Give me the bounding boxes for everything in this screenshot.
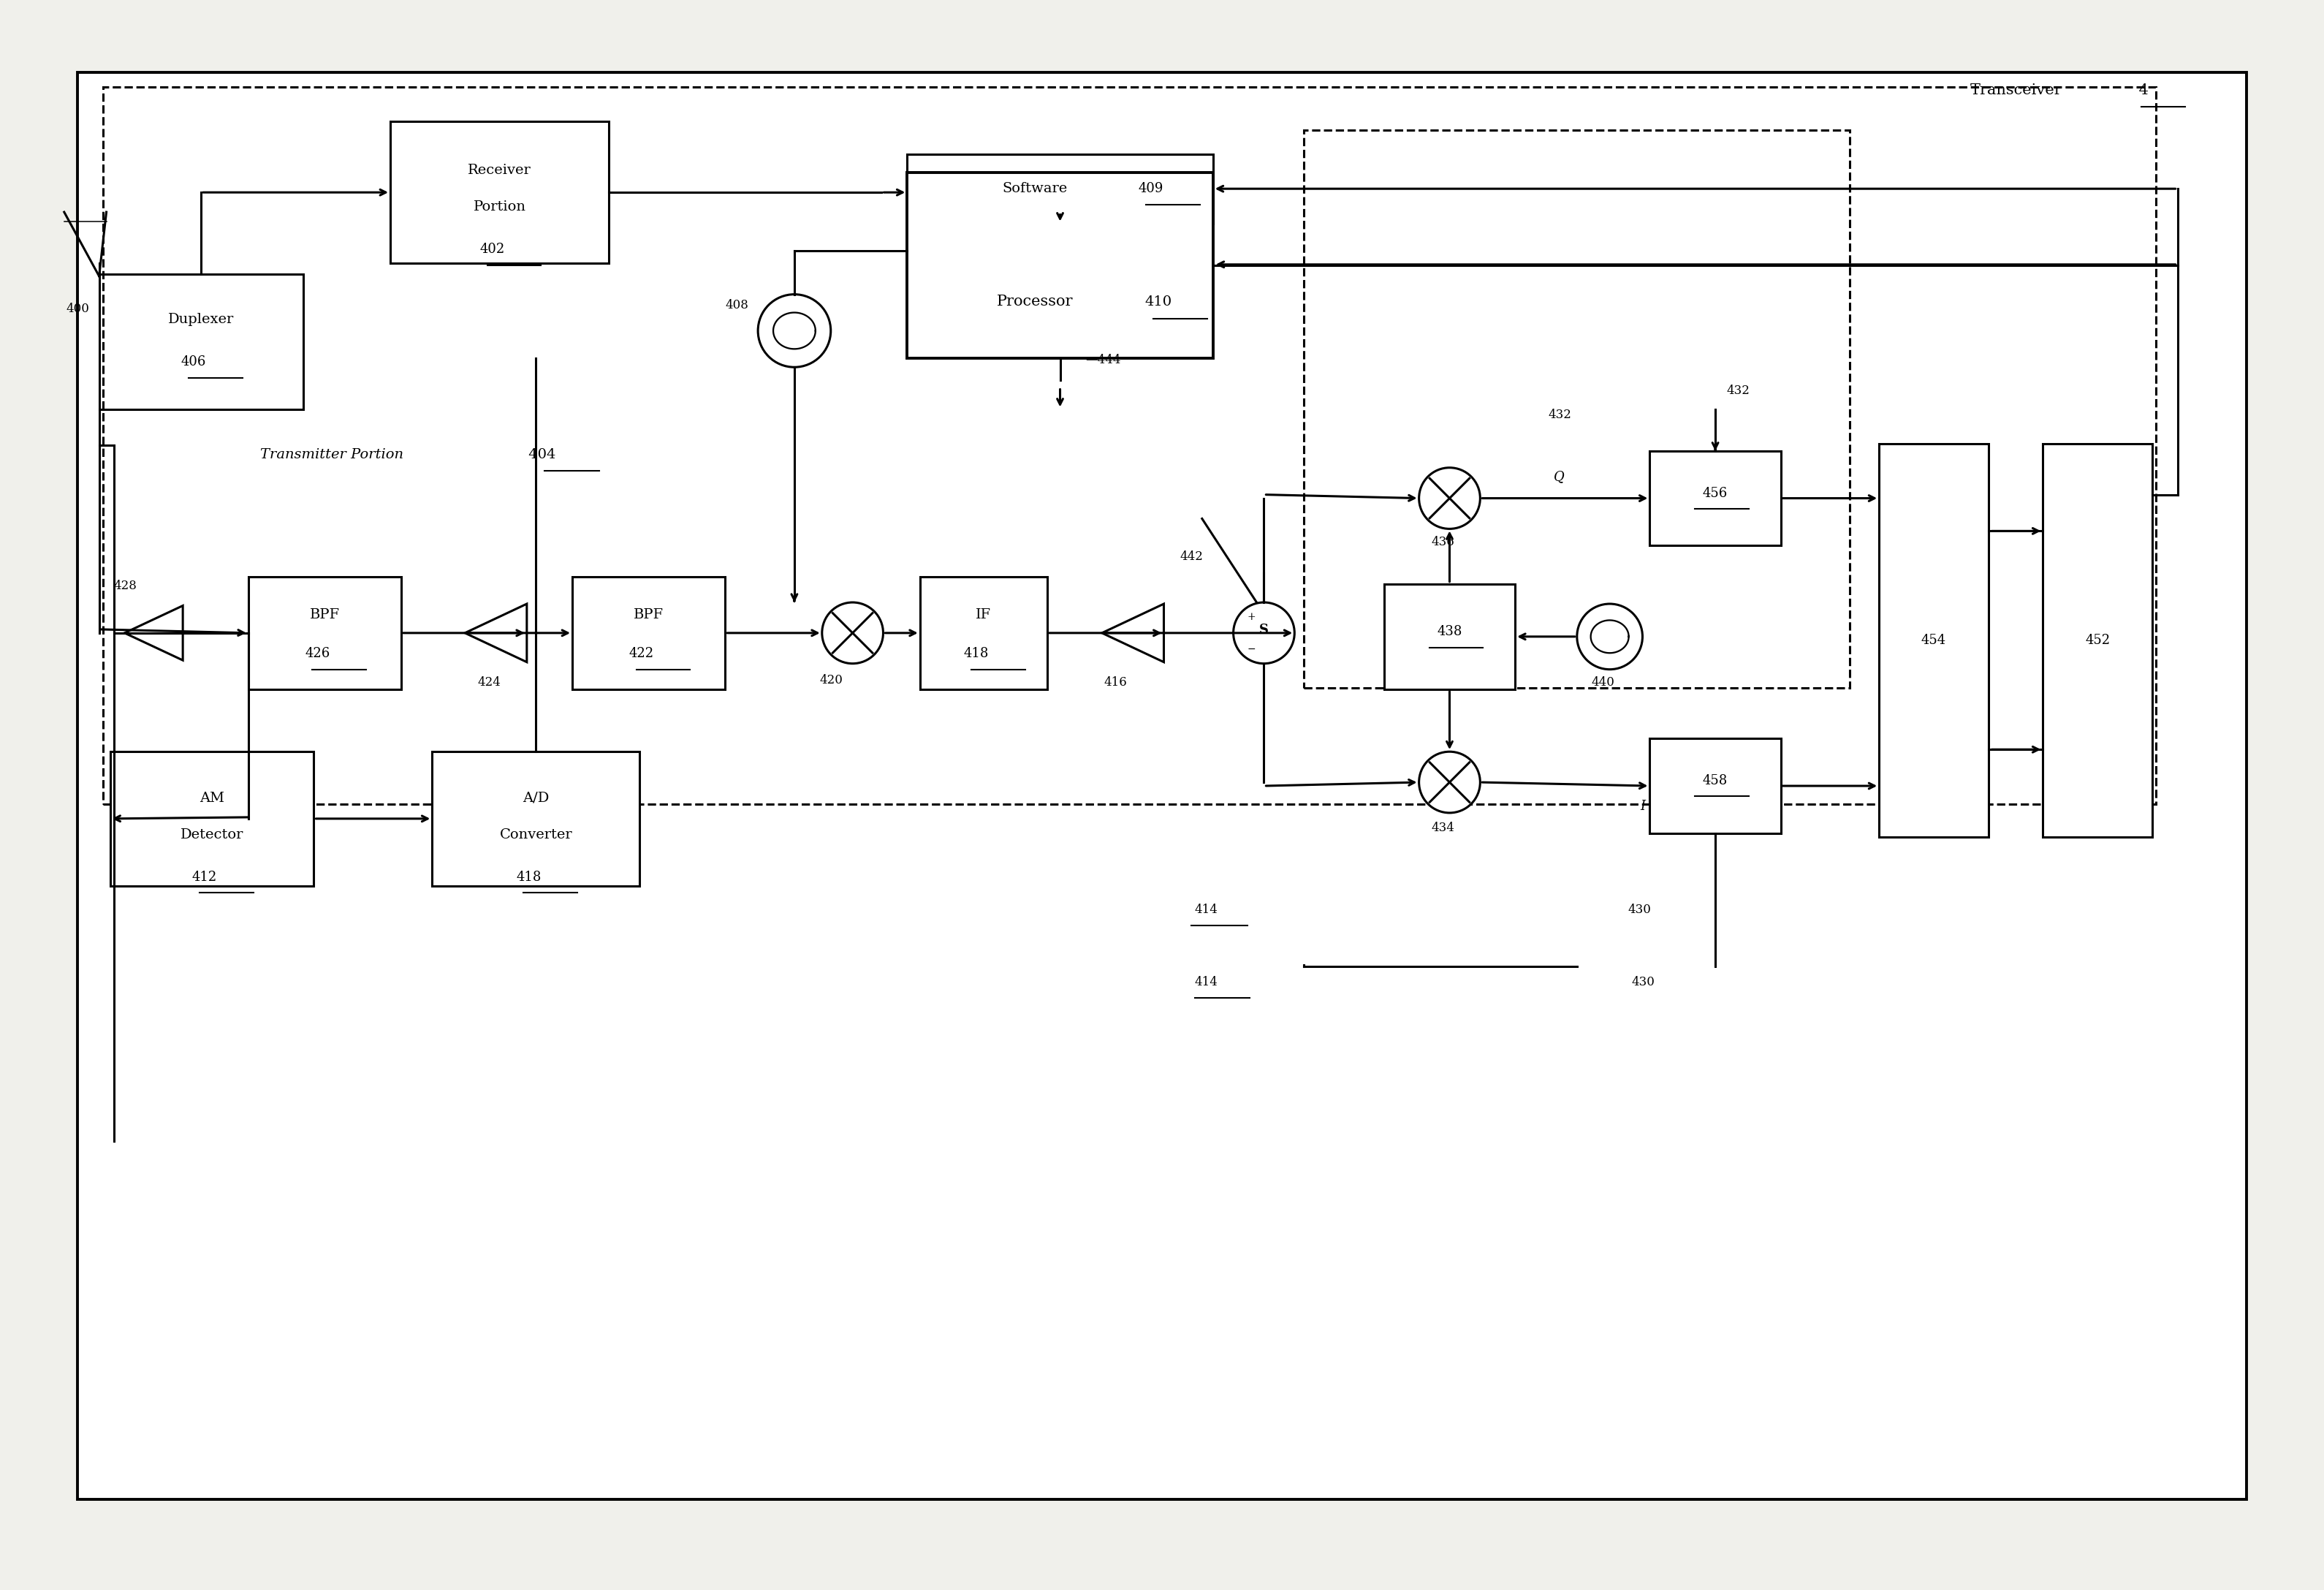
Text: 400: 400: [67, 302, 91, 315]
Text: 414: 414: [1195, 976, 1218, 989]
Text: 418: 418: [516, 870, 541, 884]
Text: 412: 412: [193, 870, 216, 884]
Text: A/D: A/D: [523, 792, 548, 805]
Text: 430: 430: [1627, 903, 1652, 916]
Bar: [906, 154, 1213, 223]
Text: 426: 426: [304, 647, 330, 660]
Text: BPF: BPF: [309, 609, 339, 622]
Bar: [249, 577, 402, 690]
Text: 430: 430: [1631, 976, 1655, 989]
Text: 422: 422: [630, 647, 653, 660]
Text: —444: —444: [1085, 353, 1120, 366]
Text: 408: 408: [725, 299, 748, 312]
Text: Duplexer: Duplexer: [167, 313, 235, 326]
Text: 452: 452: [2085, 634, 2110, 647]
Text: 432: 432: [1727, 385, 1750, 398]
Text: Converter: Converter: [500, 828, 572, 841]
Bar: [1385, 584, 1515, 690]
Polygon shape: [465, 604, 528, 661]
Text: Receiver: Receiver: [467, 164, 532, 176]
Text: 4: 4: [2133, 84, 2147, 97]
Circle shape: [823, 603, 883, 663]
Text: 436: 436: [1432, 536, 1455, 549]
Text: BPF: BPF: [634, 609, 665, 622]
Text: 456: 456: [1703, 487, 1727, 499]
Bar: [906, 172, 1213, 358]
Circle shape: [1234, 603, 1294, 663]
Text: Software: Software: [1002, 183, 1067, 196]
Bar: [109, 752, 314, 886]
Text: 424: 424: [479, 676, 502, 688]
Bar: [390, 121, 609, 264]
Text: 418: 418: [964, 647, 990, 660]
Bar: [572, 577, 725, 690]
Circle shape: [1420, 467, 1480, 529]
Text: I: I: [1641, 800, 1645, 812]
Polygon shape: [1102, 604, 1164, 661]
Text: IF: IF: [976, 609, 992, 622]
Text: 404: 404: [523, 448, 555, 461]
Bar: [102, 87, 2157, 805]
Text: Transmitter Portion: Transmitter Portion: [260, 448, 404, 461]
Bar: [1304, 130, 1850, 687]
Polygon shape: [125, 606, 184, 660]
Bar: [1880, 444, 1989, 836]
Text: 414: 414: [1195, 903, 1218, 916]
Text: 432: 432: [1548, 409, 1571, 421]
Text: 410: 410: [1146, 296, 1171, 308]
Bar: [1650, 452, 1780, 545]
Text: Processor: Processor: [997, 294, 1074, 308]
Text: Portion: Portion: [474, 200, 525, 213]
Text: Transceiver: Transceiver: [1971, 84, 2061, 97]
Bar: [100, 275, 302, 409]
Bar: [432, 752, 639, 886]
Text: 434: 434: [1432, 822, 1455, 835]
Text: 428: 428: [114, 579, 137, 591]
Text: 454: 454: [1922, 634, 1945, 647]
Circle shape: [758, 294, 830, 367]
Bar: [1650, 739, 1780, 833]
Text: AM: AM: [200, 792, 225, 805]
Bar: [2043, 444, 2152, 836]
Text: Q: Q: [1552, 469, 1564, 483]
Text: Detector: Detector: [181, 828, 244, 841]
Text: −: −: [1248, 644, 1255, 653]
Circle shape: [1578, 604, 1643, 669]
Text: 420: 420: [820, 674, 844, 687]
Text: 402: 402: [479, 243, 504, 256]
Text: 458: 458: [1703, 774, 1727, 787]
Circle shape: [1420, 752, 1480, 812]
Text: 406: 406: [181, 356, 207, 369]
Text: 438: 438: [1436, 625, 1462, 638]
Text: 416: 416: [1104, 676, 1127, 688]
Text: +: +: [1248, 612, 1255, 622]
Text: 440: 440: [1592, 676, 1615, 688]
Bar: [920, 577, 1048, 690]
Text: 409: 409: [1139, 183, 1164, 196]
Text: 442: 442: [1181, 550, 1204, 563]
Text: S: S: [1260, 623, 1269, 636]
